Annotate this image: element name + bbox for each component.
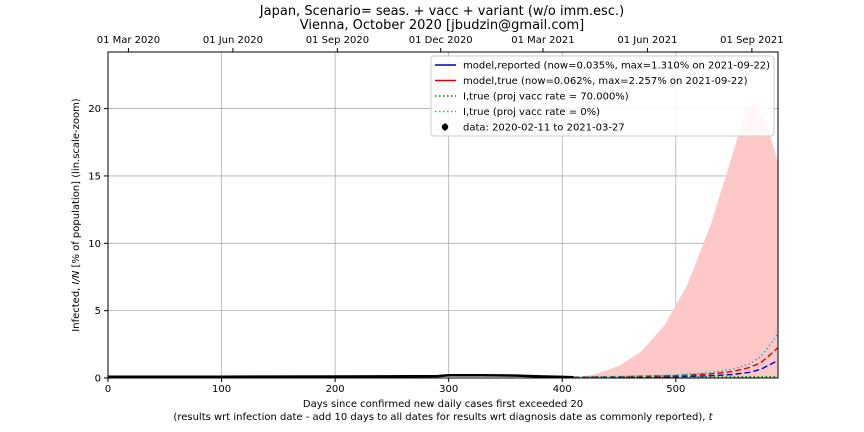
y-axis-label-suffix: [% of population] (lin.scale-zoom) — [71, 98, 82, 270]
x-axis-note-variable: t — [709, 412, 714, 423]
chart-title-line2: Vienna, October 2020 [jbudzin@gmail.com] — [300, 18, 584, 33]
y-axis-label-prefix: Infected, — [71, 284, 82, 331]
y-tick-label: 10 — [88, 239, 101, 250]
x-axis-note-text: (results wrt infection date - add 10 day… — [173, 412, 708, 423]
y-axis: 0 5 10 15 20 — [88, 104, 108, 385]
y-axis-label: Infected, I/N [% of population] (lin.sca… — [71, 98, 82, 332]
legend-label: data: 2020-02-11 to 2021-03-27 — [463, 123, 625, 134]
y-tick-label: 5 — [95, 306, 101, 317]
legend-label: model,true (now=0.062%, max=2.257% on 20… — [463, 76, 748, 87]
series-line-3 — [573, 333, 779, 378]
plot-frame — [107, 51, 779, 379]
legend-label: I,true (proj vacc rate = 0%) — [463, 107, 600, 118]
top-date-axis: 01 Mar 2020 01 Jun 2020 01 Sep 2020 01 Dec … — [97, 35, 784, 52]
top-axis-tick-label: 01 Sep 2021 — [720, 35, 783, 46]
y-tick-label: 0 — [95, 374, 101, 385]
top-axis-tick-label: 01 Sep 2020 — [306, 35, 369, 46]
x-axis-note: (results wrt infection date - add 10 day… — [173, 412, 713, 423]
x-tick-label: 400 — [553, 384, 572, 395]
legend-label: model,reported (now=0.035%, max=1.310% o… — [463, 61, 770, 72]
legend-marker — [441, 123, 449, 131]
x-axis: 0 100 200 300 400 500 — [105, 378, 685, 395]
x-tick-label: 100 — [212, 384, 231, 395]
chart-title-line1: Japan, Scenario= seas. + vacc + variant … — [259, 4, 624, 19]
legend-label: I,true (proj vacc rate = 70.000%) — [463, 92, 629, 103]
legend: model,reported (now=0.035%, max=1.310% o… — [430, 55, 775, 137]
band-area — [573, 104, 778, 378]
x-tick-label: 200 — [326, 384, 345, 395]
y-tick-label: 15 — [88, 171, 101, 182]
uncertainty-band — [573, 104, 778, 378]
series-lines — [108, 333, 779, 379]
x-tick-label: 0 — [105, 384, 111, 395]
x-axis-label: Days since confirmed new daily cases fir… — [303, 399, 583, 410]
x-tick-label: 500 — [666, 384, 685, 395]
x-tick-label: 300 — [439, 384, 458, 395]
top-axis-tick-label: 01 Jun 2020 — [203, 35, 263, 46]
y-axis-label-variable: I/N — [71, 270, 82, 284]
top-axis-tick-label: 01 Dec 2020 — [409, 35, 473, 46]
top-axis-tick-label: 01 Jun 2021 — [617, 35, 677, 46]
top-axis-tick-label: 01 Mar 2021 — [511, 35, 574, 46]
legend-box — [430, 55, 775, 137]
y-tick-label: 20 — [88, 104, 101, 115]
series-line-4 — [108, 374, 574, 379]
top-axis-tick-label: 01 Mar 2020 — [97, 35, 160, 46]
